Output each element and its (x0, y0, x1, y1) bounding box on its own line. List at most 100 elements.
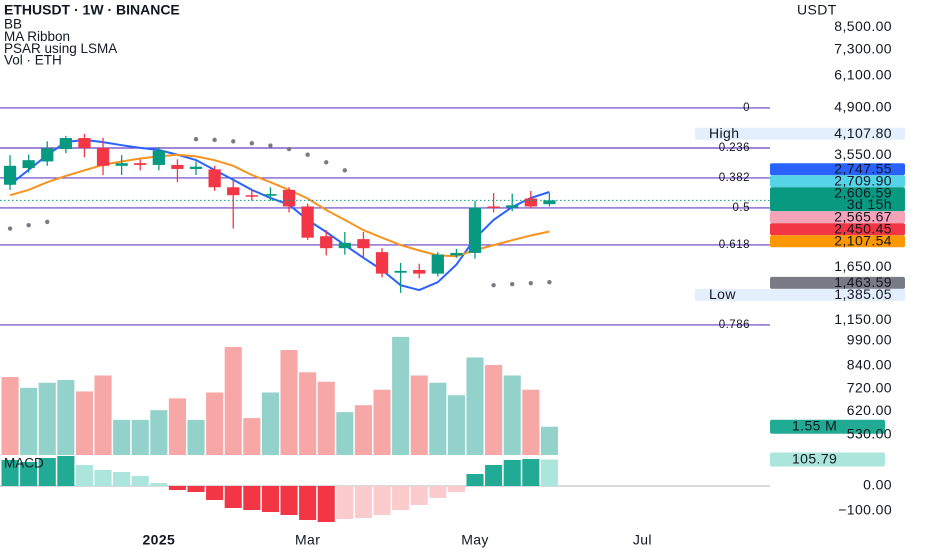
bar (131, 476, 149, 486)
candle-body (189, 166, 203, 169)
psar-dot (7, 226, 13, 231)
bar (168, 398, 186, 455)
candle-body (152, 150, 165, 165)
bar (447, 486, 465, 492)
plot-area: 0 0.236 0.382 0.5 0.618 0.786 High 4,107.80 2,74… (0, 18, 905, 548)
indicator-label: BB (4, 17, 22, 32)
x-tick-label: May (461, 532, 489, 548)
bar (261, 486, 279, 512)
bar (75, 465, 93, 486)
y-tick-label: 4,900.00 (834, 99, 892, 115)
bar (373, 486, 391, 515)
candle-body (413, 269, 426, 274)
candle-body (487, 206, 500, 208)
candle-body (524, 198, 537, 207)
candle-body (282, 189, 296, 207)
symbol-title: ETHUSDT · 1W · BINANCE (4, 2, 180, 18)
bar (261, 392, 279, 455)
bar (1, 460, 19, 486)
bar (131, 419, 149, 455)
psar-dot (491, 282, 496, 288)
psar-dot (26, 222, 31, 228)
price-tag (770, 187, 905, 212)
price-tag-label: 1,463.59 (834, 274, 892, 290)
candle-body (171, 164, 184, 169)
bar (429, 486, 447, 498)
y-tick-label: 620.00 (847, 402, 892, 418)
psar-dot (547, 280, 552, 285)
bar (299, 486, 317, 520)
bar (466, 474, 484, 486)
fib-label: 0.5 (733, 202, 751, 214)
price-tag-label: 2,709.90 (834, 172, 892, 188)
candle-body (264, 194, 277, 196)
bar (485, 465, 503, 486)
bar (38, 458, 56, 486)
candle-body (543, 200, 556, 205)
candle-body (3, 165, 17, 185)
candle-body (78, 138, 91, 148)
price-tag (770, 276, 905, 289)
price-tag (770, 223, 905, 236)
y-tick-label: 0.00 (863, 477, 892, 493)
psar-dot (193, 136, 199, 142)
candle-body (338, 242, 351, 249)
candle-body (115, 163, 128, 166)
bar (280, 486, 298, 515)
bar (75, 391, 93, 455)
countdown: 3d 15h (847, 196, 892, 212)
y-tick-label: 990.00 (847, 332, 892, 348)
bar (94, 375, 112, 455)
bar (503, 375, 521, 455)
fib-label: 0.786 (719, 319, 750, 331)
psar-dot (510, 281, 515, 287)
bar (429, 382, 447, 455)
bar (410, 486, 428, 505)
candle-body (96, 147, 110, 166)
bar (20, 462, 38, 486)
price-tag (770, 163, 905, 176)
bar (1, 377, 19, 455)
fib-label: 0.382 (719, 172, 750, 184)
price-tag-name: High (709, 125, 739, 141)
bar (354, 405, 372, 455)
bar (447, 395, 465, 455)
y-tick-label: 6,100.00 (834, 67, 892, 83)
bar (354, 486, 372, 518)
price-tag (770, 175, 905, 188)
psar-dot (231, 139, 236, 144)
bar (224, 347, 242, 455)
psar-dot (528, 280, 534, 286)
bar (299, 372, 317, 455)
bar (187, 419, 205, 455)
bar (206, 486, 224, 500)
indicator-label: MA Ribbon (4, 29, 70, 44)
y-tick-label: 840.00 (847, 356, 892, 372)
bar (20, 387, 38, 455)
bar (187, 486, 205, 492)
price-tag (695, 127, 905, 140)
candle-body (41, 148, 54, 162)
bar (392, 486, 410, 510)
candle-body (506, 205, 519, 208)
value-tag-label: 105.79 (792, 450, 837, 466)
bar (243, 418, 261, 455)
bar (150, 483, 168, 486)
price-tag (695, 288, 905, 301)
x-tick-label: Jul (633, 532, 652, 548)
psar-dot (45, 219, 50, 225)
bar (206, 392, 224, 455)
fib-label: 0.618 (719, 239, 750, 251)
bar (317, 381, 335, 455)
indicator-label: MACD (4, 456, 44, 471)
price-tag (770, 235, 905, 248)
fib-label: 0.236 (719, 142, 750, 154)
y-tick-label: 530.00 (847, 426, 892, 442)
bar (317, 486, 335, 522)
y-tick-label: 1,150.00 (834, 311, 892, 327)
candle-body (320, 236, 333, 249)
bar (94, 470, 112, 486)
bar (113, 472, 131, 486)
psar-dot (249, 141, 255, 146)
